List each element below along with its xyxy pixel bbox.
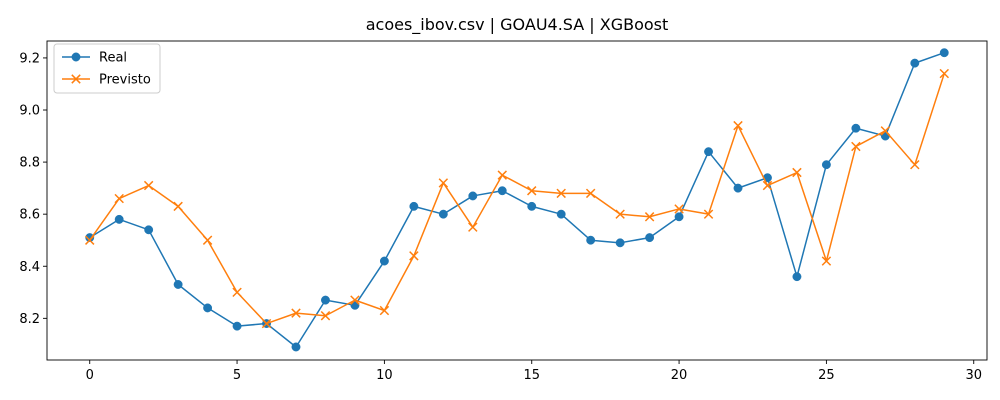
data-point-previsto (939, 68, 950, 79)
data-point-real (203, 303, 213, 313)
chart-title: acoes_ibov.csv | GOAU4.SA | XGBoost (366, 15, 669, 35)
data-point-real (379, 256, 389, 266)
y-tick-label: 9.2 (19, 51, 40, 66)
data-point-previsto (792, 167, 802, 178)
y-tick-label: 8.6 (19, 208, 40, 223)
data-point-real (114, 214, 124, 224)
data-point-real (468, 191, 478, 201)
data-point-real (527, 201, 537, 211)
y-tick-label: 8.8 (19, 156, 40, 171)
data-point-real (645, 233, 655, 243)
data-point-real (939, 48, 949, 58)
data-point-real (291, 342, 301, 352)
x-tick-label: 25 (818, 368, 835, 383)
data-point-real (321, 295, 330, 305)
data-point-real (144, 225, 154, 235)
data-point-real (733, 183, 743, 193)
y-tick-label: 9.0 (19, 104, 40, 119)
legend-label-real: Real (99, 51, 127, 66)
data-point-previsto (821, 256, 832, 266)
data-point-real (556, 209, 566, 219)
data-point-previsto (320, 311, 331, 321)
data-point-real (792, 272, 802, 282)
legend-label-previsto: Previsto (99, 73, 151, 88)
data-point-real (674, 212, 684, 222)
data-point-real (615, 238, 625, 248)
x-tick-label: 5 (233, 368, 241, 383)
data-point-previsto (438, 178, 449, 188)
data-point-previsto (497, 170, 507, 180)
data-point-previsto (114, 193, 124, 204)
data-point-previsto (762, 180, 773, 191)
legend-entry-previsto: Previsto (62, 73, 151, 88)
data-point-previsto (733, 120, 743, 131)
x-tick-label: 0 (86, 368, 94, 383)
data-point-real (173, 280, 183, 289)
data-point-previsto (350, 295, 360, 305)
x-tick-label: 15 (523, 368, 540, 383)
data-point-real (821, 160, 831, 170)
data-point-real (85, 233, 95, 243)
data-point-previsto (527, 186, 537, 196)
series-line-real (89, 52, 945, 348)
x-tick-label: 20 (671, 368, 688, 383)
series-line-previsto (89, 73, 945, 325)
data-point-real (586, 235, 596, 245)
data-point-previsto (703, 209, 714, 219)
data-point-previsto (910, 159, 920, 170)
data-point-real (910, 58, 920, 68)
legend: Real Previsto (53, 43, 161, 94)
x-tick-label: 10 (376, 368, 393, 383)
legend-marker-real (71, 52, 81, 62)
data-point-previsto (674, 204, 684, 214)
data-point-real (438, 209, 448, 219)
data-point-previsto (232, 287, 242, 298)
series-real (85, 48, 949, 352)
series-layer (84, 48, 950, 352)
x-tick-label: 30 (965, 368, 982, 383)
data-point-previsto (644, 212, 655, 222)
y-tick-label: 8.4 (19, 260, 40, 275)
data-point-real (497, 186, 507, 196)
data-point-previsto (615, 209, 625, 219)
legend-marker-previsto (71, 74, 81, 84)
legend-entry-real: Real (62, 51, 127, 66)
data-point-previsto (556, 188, 566, 199)
plot-frame (46, 40, 988, 361)
data-point-previsto (261, 318, 272, 329)
data-point-previsto (409, 251, 419, 261)
data-point-previsto (468, 222, 478, 232)
data-point-real (232, 321, 242, 331)
y-tick-label: 8.2 (19, 312, 40, 327)
data-point-previsto (880, 126, 891, 136)
data-point-previsto (379, 305, 390, 316)
data-point-previsto (585, 188, 596, 199)
data-point-real (704, 147, 713, 157)
data-point-previsto (291, 308, 301, 318)
data-point-real (409, 201, 419, 211)
data-point-previsto (851, 141, 861, 152)
data-point-previsto (84, 235, 95, 245)
data-point-previsto (202, 235, 213, 245)
data-point-real (851, 123, 861, 133)
series-previsto (84, 68, 950, 329)
data-point-previsto (173, 201, 183, 212)
data-point-previsto (143, 180, 154, 191)
axes-layer: 0 5 10 15 20 25 30 8.2 8.4 8.6 8.8 9.0 9.2 (19, 40, 988, 383)
